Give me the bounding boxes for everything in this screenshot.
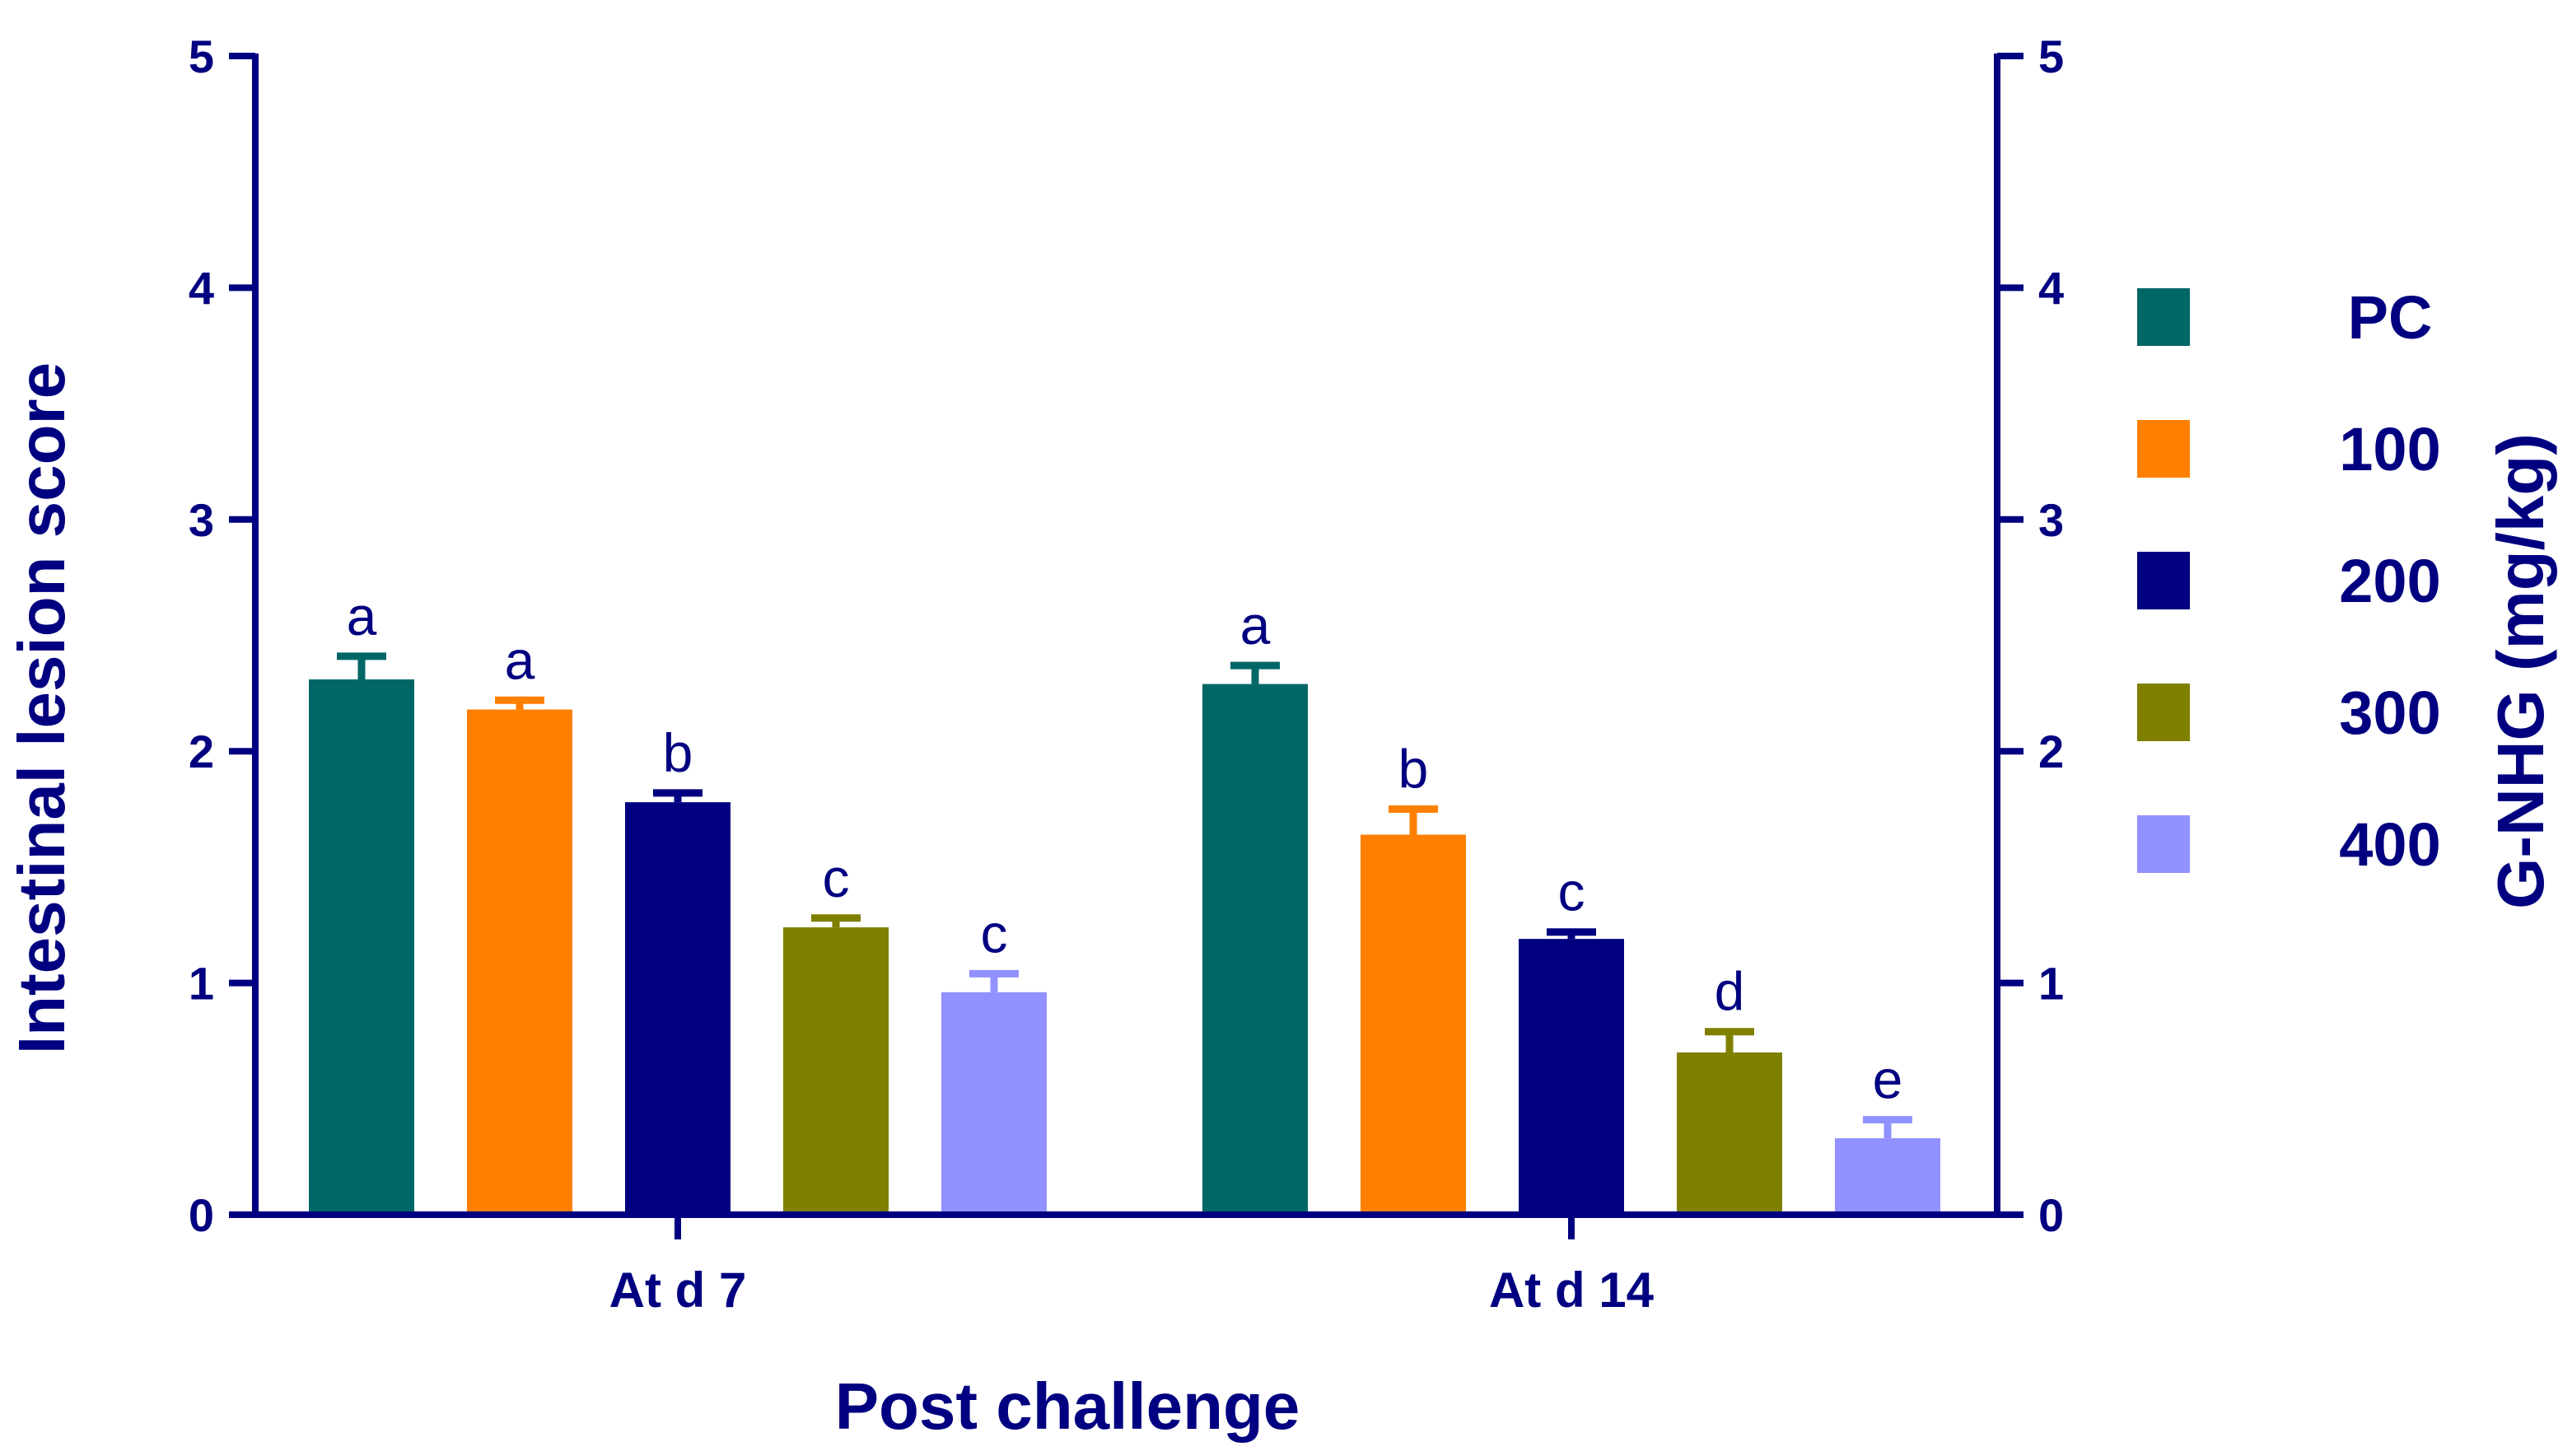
y-tick-label: 4 <box>189 262 214 314</box>
y2-tick-label: 4 <box>2038 262 2064 314</box>
significance-letter: e <box>1873 1049 1903 1110</box>
significance-letter: a <box>1240 595 1271 656</box>
legend-label: 100 <box>2339 415 2440 483</box>
bar <box>1835 1138 1940 1215</box>
legend-swatch <box>2137 420 2190 478</box>
bar <box>1202 684 1308 1215</box>
significance-letter: b <box>1398 739 1429 800</box>
legend-swatch <box>2137 684 2190 741</box>
y2-tick-label: 5 <box>2038 30 2064 82</box>
y2-tick-label: 0 <box>2038 1189 2064 1241</box>
significance-letter: c <box>823 847 850 908</box>
y-tick-label: 5 <box>189 30 214 82</box>
y-tick-label: 3 <box>189 494 214 546</box>
bar <box>783 927 889 1215</box>
significance-letter: a <box>347 586 377 646</box>
legend-label: 300 <box>2339 679 2440 747</box>
y2-tick-label: 3 <box>2038 494 2064 546</box>
legend-swatch <box>2137 552 2190 609</box>
x-axis: At d 7 At d 14 <box>252 1211 2000 1318</box>
bar <box>1519 939 1624 1215</box>
y2-tick-label: 1 <box>2038 958 2064 1010</box>
bar <box>941 992 1047 1215</box>
bar <box>1361 834 1466 1215</box>
y2-tick-label: 2 <box>2038 726 2064 777</box>
significance-letter: d <box>1715 961 1745 1022</box>
y-axis-title: Intestinal lesion score <box>5 362 78 1054</box>
significance-letter: c <box>1558 861 1585 922</box>
legend-label: 200 <box>2339 547 2440 615</box>
legend-label: 400 <box>2339 810 2440 879</box>
bar <box>625 802 731 1215</box>
y-tick-label: 0 <box>189 1189 214 1241</box>
legend-swatch <box>2137 288 2190 346</box>
x-tick-label: At d 7 <box>609 1262 747 1318</box>
y2-axis-title: G-NHG (mg/kg) <box>2484 433 2557 909</box>
legend-label: PC <box>2348 283 2433 352</box>
right-axis: 0 1 2 3 4 5 <box>1994 30 2064 1241</box>
legend-swatch <box>2137 815 2190 873</box>
y-tick-label: 1 <box>189 958 214 1010</box>
left-axis: 0 1 2 3 4 5 <box>189 30 259 1241</box>
x-tick-label: At d 14 <box>1489 1262 1655 1318</box>
bars-layer: a a a b b c c d c e <box>309 586 1940 1215</box>
bar <box>309 679 414 1215</box>
significance-letter: a <box>505 629 535 690</box>
bar <box>467 709 572 1215</box>
legend: PC 100 200 300 400 <box>2137 283 2441 879</box>
y-tick-label: 2 <box>189 726 214 777</box>
bar <box>1677 1052 1782 1215</box>
significance-letter: b <box>663 722 693 783</box>
x-axis-title: Post challenge <box>835 1370 1300 1443</box>
significance-letter: c <box>981 903 1008 964</box>
